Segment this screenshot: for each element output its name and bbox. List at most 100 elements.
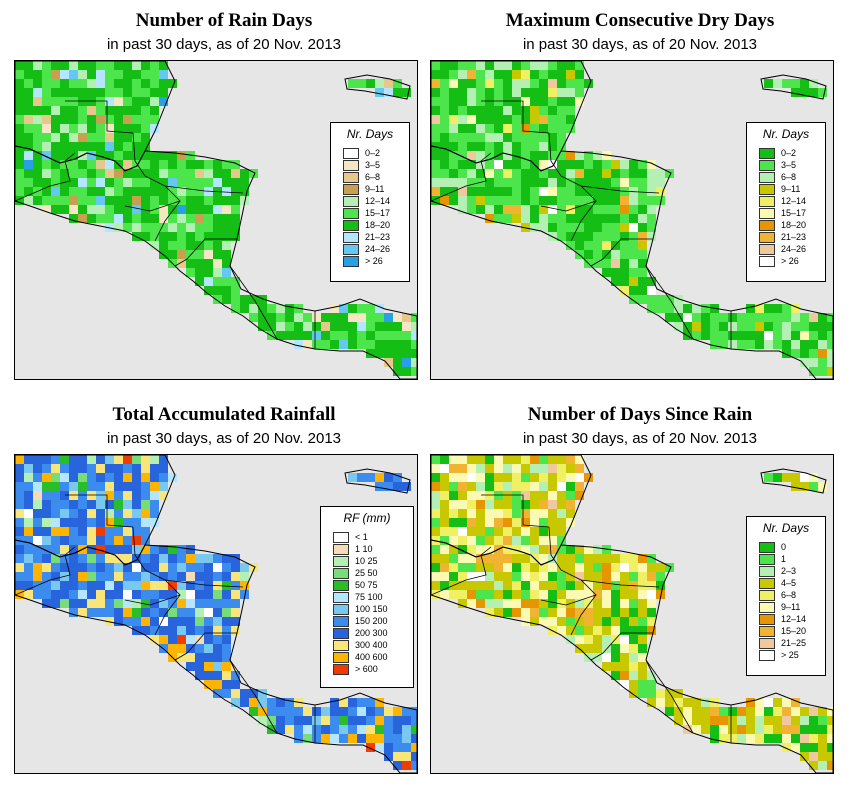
raster-cell <box>105 464 114 473</box>
raster-cell <box>159 473 168 482</box>
raster-cell <box>42 464 51 473</box>
raster-cell <box>141 536 150 545</box>
raster-cell <box>512 214 521 223</box>
raster-cell <box>629 295 638 304</box>
raster-cell <box>96 196 105 205</box>
raster-cell <box>512 581 521 590</box>
raster-cell <box>195 608 204 617</box>
raster-cell <box>827 734 833 743</box>
raster-cell <box>557 124 566 133</box>
raster-cell <box>204 626 213 635</box>
raster-cell <box>620 241 629 250</box>
raster-cell <box>213 590 222 599</box>
raster-cell <box>177 653 186 662</box>
country-border <box>580 185 660 194</box>
raster-cell <box>494 187 503 196</box>
raster-cell <box>24 581 33 590</box>
raster-cell <box>123 214 132 223</box>
raster-cell <box>159 196 168 205</box>
raster-cell <box>638 572 647 581</box>
raster-cell <box>150 554 159 563</box>
raster-cell <box>393 707 402 716</box>
raster-cell <box>773 313 782 322</box>
legend-entry: 1 10 <box>333 543 413 555</box>
raster-cell <box>782 698 791 707</box>
raster-cell <box>593 187 602 196</box>
raster-cell <box>195 644 204 653</box>
raster-cell <box>602 617 611 626</box>
legend-swatch <box>759 565 775 577</box>
raster-cell <box>440 545 449 554</box>
raster-cell <box>150 635 159 644</box>
raster-cell <box>123 554 132 563</box>
raster-cell <box>494 563 503 572</box>
raster-cell <box>440 133 449 142</box>
legend-entry: < 1 <box>333 531 413 543</box>
raster-cell <box>602 581 611 590</box>
raster-cell <box>809 734 818 743</box>
raster-cell <box>638 205 647 214</box>
raster-cell <box>141 196 150 205</box>
raster-cell <box>539 178 548 187</box>
raster-cell <box>114 491 123 500</box>
raster-cell <box>431 572 440 581</box>
raster-cell <box>746 734 755 743</box>
raster-cell <box>431 70 440 79</box>
raster-cell <box>548 79 557 88</box>
raster-cell <box>476 70 485 79</box>
raster-cell <box>303 734 312 743</box>
raster-cell <box>150 464 159 473</box>
raster-cell <box>773 322 782 331</box>
raster-cell <box>458 205 467 214</box>
raster-cell <box>204 196 213 205</box>
panel-accumulated-rainfall: Total Accumulated Rainfall in past 30 da… <box>14 394 434 784</box>
raster-cell <box>557 563 566 572</box>
raster-cell <box>96 79 105 88</box>
raster-cell <box>411 725 417 734</box>
raster-cell <box>42 599 51 608</box>
raster-cell <box>150 88 159 97</box>
raster-cell <box>764 698 773 707</box>
raster-cell <box>566 581 575 590</box>
panel-subtitle: in past 30 days, as of 20 Nov. 2013 <box>522 36 758 53</box>
raster-cell <box>24 178 33 187</box>
raster-cell <box>575 169 584 178</box>
raster-cell <box>503 151 512 160</box>
legend-label: 12–14 <box>781 196 807 206</box>
raster-cell <box>177 259 186 268</box>
raster-cell <box>701 331 710 340</box>
raster-cell <box>827 322 833 331</box>
raster-cell <box>773 304 782 313</box>
raster-cell <box>440 88 449 97</box>
raster-cell <box>431 509 440 518</box>
raster-cell <box>809 367 818 376</box>
raster-cell <box>809 716 818 725</box>
raster-cell <box>512 133 521 142</box>
raster-cell <box>366 349 375 358</box>
raster-cell <box>177 626 186 635</box>
raster-cell <box>195 671 204 680</box>
raster-cell <box>629 590 638 599</box>
raster-cell <box>548 88 557 97</box>
raster-cell <box>575 88 584 97</box>
country-border <box>570 200 597 242</box>
raster-cell <box>773 716 782 725</box>
raster-cell <box>431 500 440 509</box>
raster-cell <box>818 752 827 761</box>
raster-cell <box>357 79 366 88</box>
raster-cell <box>357 716 366 725</box>
raster-cell <box>96 97 105 106</box>
raster-cell <box>114 545 123 554</box>
raster-cell <box>521 473 530 482</box>
raster-cell <box>638 653 647 662</box>
map-canvas <box>15 61 417 379</box>
raster-cell <box>177 178 186 187</box>
raster-cell <box>213 608 222 617</box>
raster-cell <box>375 79 384 88</box>
raster-cell <box>485 581 494 590</box>
raster-cell <box>402 752 411 761</box>
raster-cell <box>791 734 800 743</box>
raster-cell <box>204 277 213 286</box>
raster-cell <box>78 133 87 142</box>
raster-cell <box>69 554 78 563</box>
